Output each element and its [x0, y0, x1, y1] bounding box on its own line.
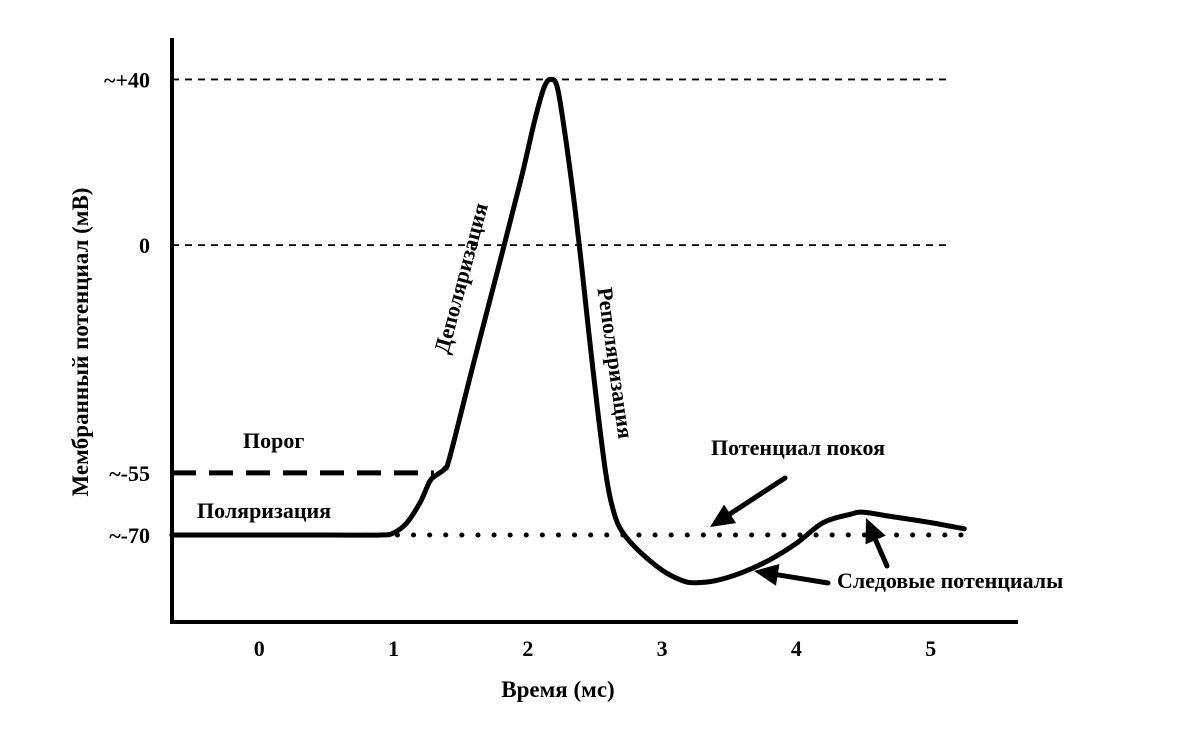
x-tick-labels: 0 1 2 3 4 5: [254, 636, 936, 661]
resting-potential-arrow-icon: [710, 475, 788, 527]
x-tick-label: 2: [522, 636, 533, 661]
annotation-trace-potentials: Следовые потенциалы: [837, 568, 1063, 593]
y-tick-label: 0: [139, 233, 150, 258]
annotation-resting-potential: Потенциал покоя: [711, 435, 885, 460]
trace-potential-arrow-left-icon: [754, 563, 831, 586]
y-axis-title: Мембранный потенциал (мВ): [68, 188, 93, 497]
x-tick-label: 3: [657, 636, 668, 661]
annotation-threshold: Порог: [243, 428, 304, 453]
y-tick-labels: ~+40 0 ~-55 ~-70: [104, 67, 150, 548]
x-axis-title: Время (мс): [501, 677, 614, 702]
x-tick-label: 0: [254, 636, 265, 661]
x-tick-label: 5: [925, 636, 936, 661]
series-line: [169, 76, 967, 586]
y-tick-label: ~-70: [109, 523, 150, 548]
x-tick-label: 1: [388, 636, 399, 661]
y-tick-label: ~+40: [104, 67, 150, 92]
y-tick-label: ~-55: [109, 461, 150, 486]
annotation-arrows: [710, 475, 890, 586]
trace-potential-arrow-up-icon: [865, 518, 890, 569]
x-tick-label: 4: [791, 636, 802, 661]
annotation-polarization: Поляризация: [197, 498, 331, 523]
